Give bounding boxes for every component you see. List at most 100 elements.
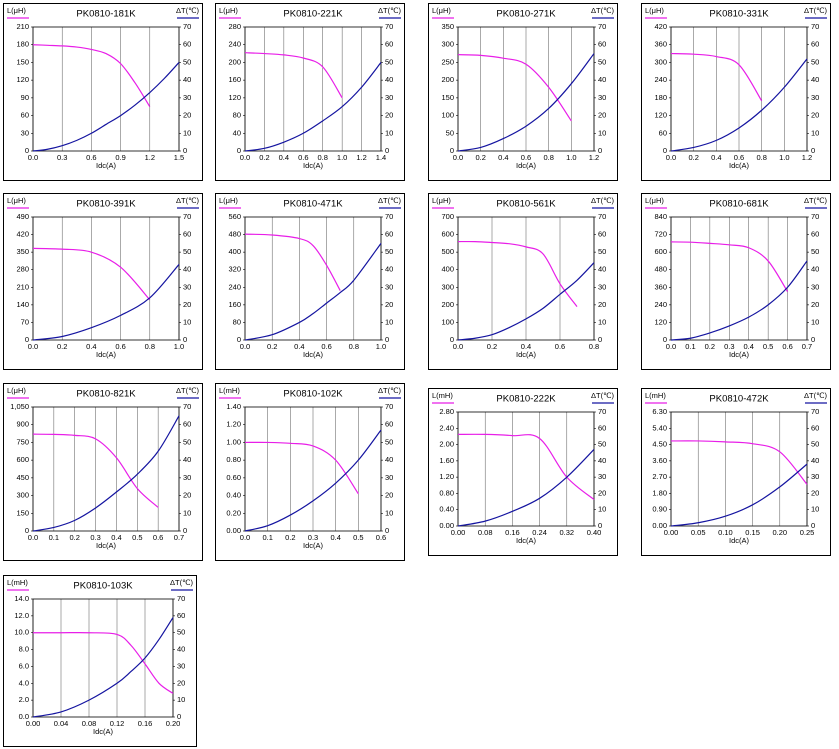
y2-tick-label: 30 [177,661,185,670]
series-line [32,44,151,108]
legend-label: ΔT(℃) [170,578,194,587]
y-tick-label: 0 [237,335,241,344]
x-tick-label: 0.8 [349,342,359,351]
y2-tick-label: 30 [385,93,393,102]
y2-tick-label: 10 [385,508,393,517]
y-tick-label: 50 [446,128,454,137]
y-tick-label: 1.40 [226,402,241,411]
y-tick-label: 160 [228,300,241,309]
x-tick-label: 0.6 [153,533,163,542]
x-tick-label: 0.0 [666,342,676,351]
y2-tick-label: 40 [598,265,606,274]
legend-label: L(μH) [7,386,26,395]
y-tick-label: 5.40 [652,423,667,432]
series-line [670,463,808,527]
x-axis-label: Idc(A) [729,536,750,545]
x-tick-label: 0.1 [262,533,272,542]
y2-tick-label: 20 [183,491,191,500]
chart-title: PK0810-561K [496,199,556,210]
y-tick-label: 0.40 [439,505,454,514]
y2-tick-label: 10 [598,317,606,326]
y-tick-label: 6.0 [19,661,29,670]
x-tick-label: 0.2 [267,342,277,351]
y2-tick-label: 50 [183,57,191,66]
y-tick-label: 4.0 [19,678,29,687]
plot-frame [32,216,180,341]
x-tick-label: 0.2 [259,153,269,162]
y2-tick-label: 60 [177,611,185,620]
y-tick-label: 100 [441,111,454,120]
y2-tick-label: 40 [385,455,393,464]
x-axis-label: Idc(A) [96,541,117,550]
y-tick-label: 2.70 [652,472,667,481]
chart: PK0810-472K L(mH) ΔT(℃) 0.00 0.05 0.10 0.15 0.2… [641,388,831,556]
y-tick-label: 900 [16,420,29,429]
x-tick-label: 0.4 [743,342,753,351]
y-tick-label: 600 [654,247,667,256]
legend-label: L(mH) [7,578,28,587]
plot-frame [457,216,595,341]
legend-label: L(μH) [219,196,238,205]
series-line [244,62,382,152]
y2-tick-label: 60 [811,40,819,49]
y-tick-label: 120 [654,111,667,120]
x-tick-label: 0.2 [285,533,295,542]
y2-tick-label: 50 [177,628,185,637]
legend-label: ΔT(℃) [378,196,402,205]
legend-label: ΔT(℃) [591,391,615,400]
x-tick-label: 0.12 [110,719,125,728]
y-tick-label: 0 [25,335,29,344]
y2-tick-label: 50 [598,247,606,256]
y2-tick-label: 30 [385,473,393,482]
series-line [244,52,343,99]
y2-tick-label: 10 [183,317,191,326]
y2-tick-label: 0 [811,146,815,155]
y-tick-label: 240 [654,300,667,309]
x-axis-label: Idc(A) [303,161,324,170]
y-tick-label: 60 [21,111,29,120]
y2-tick-label: 40 [183,265,191,274]
y2-tick-label: 40 [183,455,191,464]
x-tick-label: 1.2 [589,153,599,162]
y-tick-label: 0 [237,146,241,155]
y-tick-label: 120 [228,93,241,102]
y2-tick-label: 10 [811,505,819,514]
legend-label: L(μH) [7,196,26,205]
y2-tick-label: 30 [811,93,819,102]
x-tick-label: 0.4 [111,533,121,542]
chart-title: PK0810-271K [496,9,556,20]
y2-tick-label: 0 [385,146,389,155]
plot-frame [670,26,808,152]
y-tick-label: 400 [441,265,454,274]
y-tick-label: 150 [16,57,29,66]
x-tick-label: 0.2 [57,342,67,351]
x-tick-label: 0.3 [308,533,318,542]
series-line [244,243,382,341]
legend-label: ΔT(℃) [804,196,828,205]
chart-title: PK0810-331K [709,9,769,20]
chart: PK0810-221K L(μH) ΔT(℃) 0.0 0.2 0.4 0.6 0.8 1.0 1… [215,3,405,181]
series-line [244,233,341,291]
series-line [457,53,595,152]
y-tick-label: 3.60 [652,456,667,465]
y-tick-label: 0.20 [226,508,241,517]
y-tick-label: 280 [16,265,29,274]
series-line [32,433,159,508]
x-axis-label: Idc(A) [729,350,750,359]
y-tick-label: 0 [25,526,29,535]
chart-title: PK0810-471K [283,199,343,210]
y-tick-label: 500 [441,247,454,256]
y2-tick-label: 20 [598,111,606,120]
x-tick-label: 0.5 [353,533,363,542]
x-tick-label: 0.7 [802,342,812,351]
y-tick-label: 2.00 [439,440,454,449]
y2-tick-label: 10 [598,505,606,514]
x-tick-label: 0.5 [132,533,142,542]
y2-tick-label: 0 [811,335,815,344]
y2-tick-label: 40 [385,75,393,84]
series-line [670,52,763,102]
y2-tick-label: 70 [598,407,606,416]
y-tick-label: 120 [16,75,29,84]
y-tick-label: 240 [228,40,241,49]
